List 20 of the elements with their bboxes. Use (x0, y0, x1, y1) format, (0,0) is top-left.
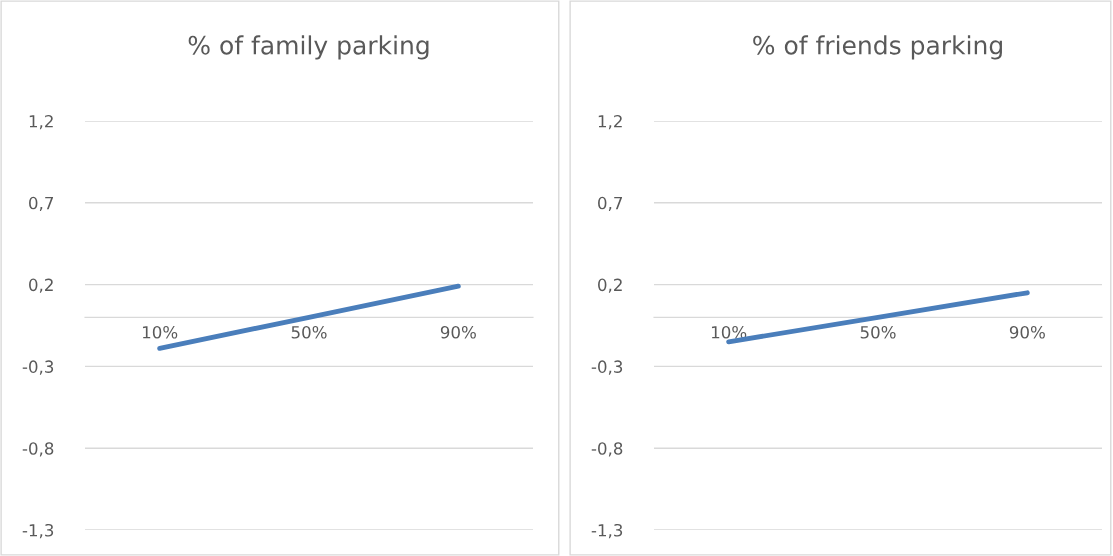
y-tick-label: 0,7 (29, 196, 54, 212)
y-tick-label: -1,3 (22, 523, 54, 539)
x-tick-label: 90% (1009, 325, 1045, 339)
y-tick-label: -0,8 (591, 442, 623, 457)
x-tick-label: 10% (142, 325, 178, 339)
y-tick-label: 0,2 (598, 278, 622, 293)
y-tick-label: -0,8 (22, 442, 54, 457)
y-tick-label: -0,3 (22, 360, 54, 375)
x-tick-label: 90% (440, 325, 476, 339)
y-tick-label: -1,3 (591, 523, 623, 539)
chart-title: % of friends parking (753, 35, 1002, 60)
y-tick-label: 0,7 (598, 196, 623, 212)
y-tick-label: 1,2 (598, 114, 622, 130)
x-tick-label: 10% (711, 325, 747, 339)
y-tick-label: 1,2 (29, 114, 53, 130)
x-tick-label: 50% (291, 325, 327, 339)
chart-title: % of family parking (188, 35, 429, 60)
y-tick-label: 0,2 (29, 278, 53, 293)
y-tick-label: -0,3 (591, 360, 623, 375)
x-tick-label: 50% (860, 325, 896, 339)
